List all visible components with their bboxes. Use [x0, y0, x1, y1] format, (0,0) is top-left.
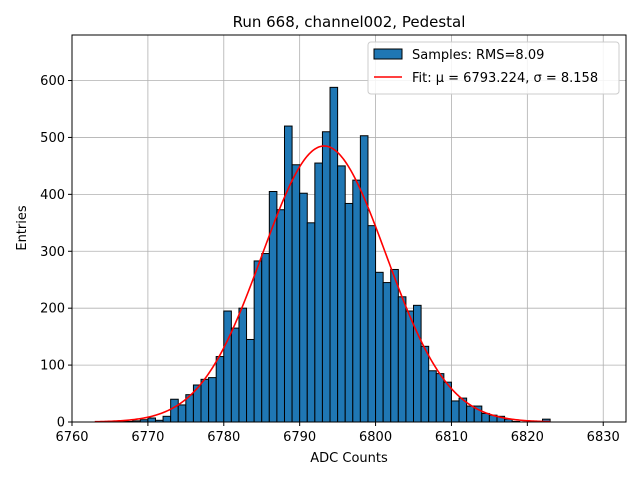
y-tick-label: 300	[40, 245, 65, 260]
histogram-bar	[420, 345, 430, 423]
histogram-bar	[359, 135, 369, 423]
x-tick-label: 6770	[131, 430, 164, 445]
x-tick-label: 6800	[359, 430, 392, 445]
histogram-bars	[117, 86, 551, 423]
histogram-bar	[177, 404, 187, 423]
histogram-bar	[435, 373, 445, 423]
histogram-bar	[147, 417, 156, 423]
histogram-bar	[428, 370, 437, 423]
legend-histogram-label: Samples: RMS=8.09	[412, 48, 544, 63]
histogram-bar	[344, 202, 354, 423]
x-tick-label: 6830	[587, 430, 620, 445]
histogram-bar	[352, 179, 361, 423]
legend: Samples: RMS=8.09 Fit: μ = 6793.224, σ =…	[367, 41, 620, 95]
histogram-bar	[215, 356, 225, 423]
histogram-bar	[261, 253, 270, 423]
histogram-bar	[170, 398, 179, 423]
histogram-bar	[375, 271, 384, 423]
histogram-bar	[306, 222, 316, 423]
legend-histogram-swatch	[373, 48, 403, 60]
x-axis-label: ADC Counts	[310, 451, 388, 466]
y-tick-label: 0	[57, 416, 65, 431]
x-axis: 6760 6770 6780 6790 6800 6810 6820 6830	[55, 422, 620, 445]
histogram-bar	[230, 327, 240, 423]
legend-fit-label: Fit: μ = 6793.224, σ = 8.158	[412, 71, 598, 86]
histogram-bar	[367, 225, 377, 423]
histogram-bar	[481, 412, 490, 423]
histogram-bar	[321, 131, 331, 423]
histogram-bar	[299, 192, 308, 423]
x-tick-label: 6790	[283, 430, 316, 445]
fit-curve	[94, 145, 551, 423]
histogram-bar	[337, 165, 346, 423]
y-tick-label: 600	[40, 74, 65, 89]
histogram-bar	[276, 209, 285, 423]
histogram-bar	[314, 162, 323, 423]
histogram-bar	[450, 400, 460, 423]
histogram-bar	[413, 304, 422, 423]
chart-title: Run 668, channel002, Pedestal	[233, 13, 466, 31]
histogram-bar	[238, 307, 248, 423]
histogram-bar	[291, 164, 301, 423]
y-tick-label: 200	[40, 302, 65, 317]
histogram-bar	[382, 282, 392, 423]
histogram-bar	[405, 310, 415, 423]
x-tick-label: 6780	[207, 430, 240, 445]
histogram-bar	[200, 378, 210, 423]
y-tick-label: 100	[40, 359, 65, 374]
histogram-bar	[253, 260, 263, 423]
y-tick-label: 400	[40, 188, 65, 203]
x-tick-label: 6760	[55, 430, 88, 445]
histogram-bar	[162, 415, 172, 423]
y-axis: 0 100 200 300 400 500 600	[40, 74, 72, 431]
histogram-bar	[246, 338, 255, 423]
histogram-bar	[466, 405, 475, 423]
plot-frame	[71, 34, 627, 423]
histogram-bar	[329, 86, 339, 423]
legend-box	[367, 41, 620, 95]
y-axis-label: Entries	[15, 205, 30, 251]
histogram-bar	[397, 296, 407, 423]
histogram-bar	[223, 310, 232, 423]
histogram-bar	[208, 377, 217, 423]
x-tick-label: 6820	[511, 430, 544, 445]
y-tick-label: 500	[40, 131, 65, 146]
histogram-bar	[390, 268, 399, 423]
x-tick-label: 6810	[435, 430, 468, 445]
histogram-bar	[283, 125, 293, 423]
